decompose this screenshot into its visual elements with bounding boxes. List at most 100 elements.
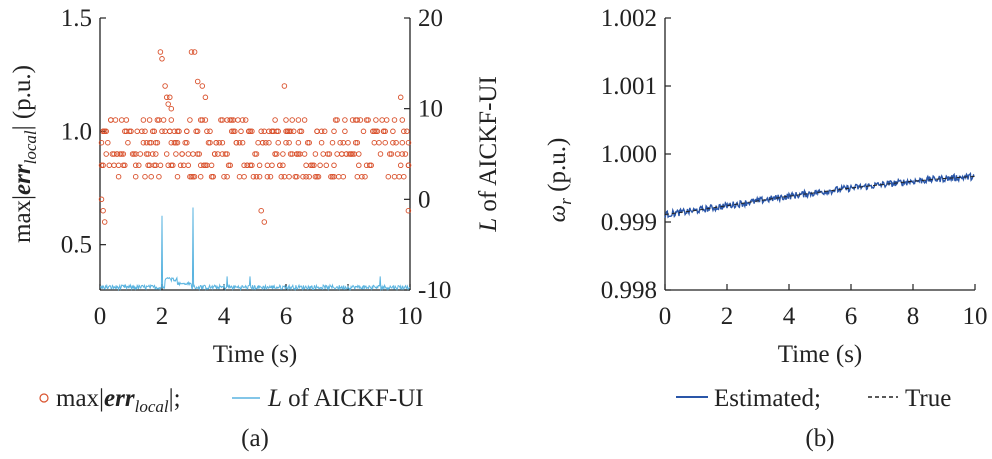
scatter-point: [118, 117, 125, 123]
scatter-point: [239, 117, 246, 123]
scatter-point: [380, 128, 387, 135]
scatter-point: [399, 151, 406, 157]
scatter-point: [191, 173, 198, 180]
scatter-point: [227, 162, 233, 169]
scatter-point: [301, 151, 308, 157]
scatter-point: [180, 162, 187, 169]
scatter-point: [318, 139, 325, 146]
scatter-point: [261, 128, 268, 135]
scatter-point: [401, 173, 407, 180]
scatter-point: [311, 162, 317, 169]
scatter-point: [232, 128, 238, 135]
scatter-point: [328, 173, 334, 180]
scatter-point: [185, 151, 192, 157]
left-y-tick-label: 1.5: [61, 5, 92, 32]
panel-a: 0 2 4 6 8 10 0.5 1.0 1.5 -10 0 10 20 Time (s) max|…: [9, 5, 502, 452]
scatter-point: [391, 173, 398, 180]
scatter-point: [112, 117, 119, 123]
scatter-point: [256, 173, 263, 180]
scatter-point: [331, 128, 337, 135]
scatter-point: [238, 128, 244, 135]
scatter-point: [280, 151, 286, 157]
scatter-point: [275, 139, 281, 146]
scatter-point: [255, 139, 261, 146]
scatter-point: [179, 151, 185, 157]
scatter-point: [190, 151, 196, 157]
scatter-point: [148, 173, 154, 180]
scatter-point: [202, 117, 209, 123]
scatter-point: [354, 139, 361, 146]
legend-marker-err-local: [39, 393, 49, 403]
scatter-point: [298, 128, 305, 135]
scatter-point: [391, 117, 398, 123]
scatter-point: [368, 162, 374, 169]
scatter-point: [184, 139, 190, 146]
scatter-point: [309, 162, 316, 169]
scatter-point: [278, 173, 285, 180]
scatter-point: [176, 128, 182, 135]
legend-label-estimated: Estimated;: [714, 385, 821, 412]
scatter-point: [331, 162, 337, 169]
scatter-point: [128, 128, 134, 135]
scatter-point: [261, 219, 268, 225]
x-tick-label: 2: [156, 303, 169, 330]
scatter-point: [321, 128, 328, 135]
scatter-point: [247, 128, 254, 135]
right-y-tick-label: 20: [418, 5, 443, 32]
scatter-point: [342, 128, 348, 135]
scatter-point: [100, 162, 106, 169]
left-y-tick-label: 0.5: [61, 232, 92, 259]
scatter-point: [194, 78, 201, 85]
scatter-point: [134, 128, 140, 135]
x-tick-label: 0: [94, 303, 107, 330]
scatter-point: [397, 162, 404, 169]
scatter-point: [283, 139, 289, 146]
x-tick-label: 10: [398, 303, 423, 330]
panel-b-y-tick-labels: 0.998 0.999 1.000 1.001 1.002: [601, 5, 657, 304]
scatter-point: [253, 151, 260, 157]
scatter-point: [204, 128, 210, 135]
scatter-point: [374, 128, 381, 135]
x-tick-label: 2: [721, 303, 734, 330]
scatter-point: [184, 128, 190, 135]
scatter-point: [393, 139, 399, 146]
scatter-point: [405, 162, 412, 169]
scatter-point: [196, 151, 202, 157]
scatter-point: [286, 173, 292, 180]
scatter-point: [356, 162, 362, 169]
scatter-point: [315, 173, 322, 180]
scatter-point: [300, 173, 306, 180]
scatter-point: [342, 117, 348, 123]
scatter-point: [387, 151, 393, 157]
scatter-point: [294, 173, 300, 180]
scatter-point: [149, 151, 156, 157]
scatter-point: [297, 128, 303, 135]
scatter-point: [162, 83, 168, 89]
scatter-point: [318, 128, 325, 135]
scatter-point: [345, 139, 351, 146]
scatter-point: [123, 117, 130, 123]
scatter-point: [397, 94, 404, 101]
scatter-point: [215, 151, 221, 157]
scatter-point: [287, 151, 294, 157]
panel-a-scatter-series: [98, 49, 412, 225]
scatter-point: [228, 128, 235, 135]
scatter-point: [264, 173, 271, 180]
scatter-point: [405, 139, 412, 146]
scatter-point: [301, 117, 308, 123]
scatter-point: [385, 173, 392, 180]
scatter-point: [365, 117, 371, 123]
panel-b-estimated-line: [664, 171, 975, 219]
scatter-point: [101, 219, 108, 225]
x-tick-label: 8: [342, 303, 355, 330]
x-tick-label: 6: [280, 303, 293, 330]
scatter-point: [320, 151, 326, 157]
scatter-point: [404, 128, 410, 135]
scatter-point: [390, 139, 396, 146]
scatter-point: [108, 117, 114, 123]
scatter-point: [312, 151, 319, 157]
scatter-point: [264, 162, 271, 169]
panel-a-x-tick-labels: 0 2 4 6 8 10: [94, 303, 423, 330]
scatter-point: [125, 139, 131, 146]
scatter-point: [105, 139, 111, 146]
